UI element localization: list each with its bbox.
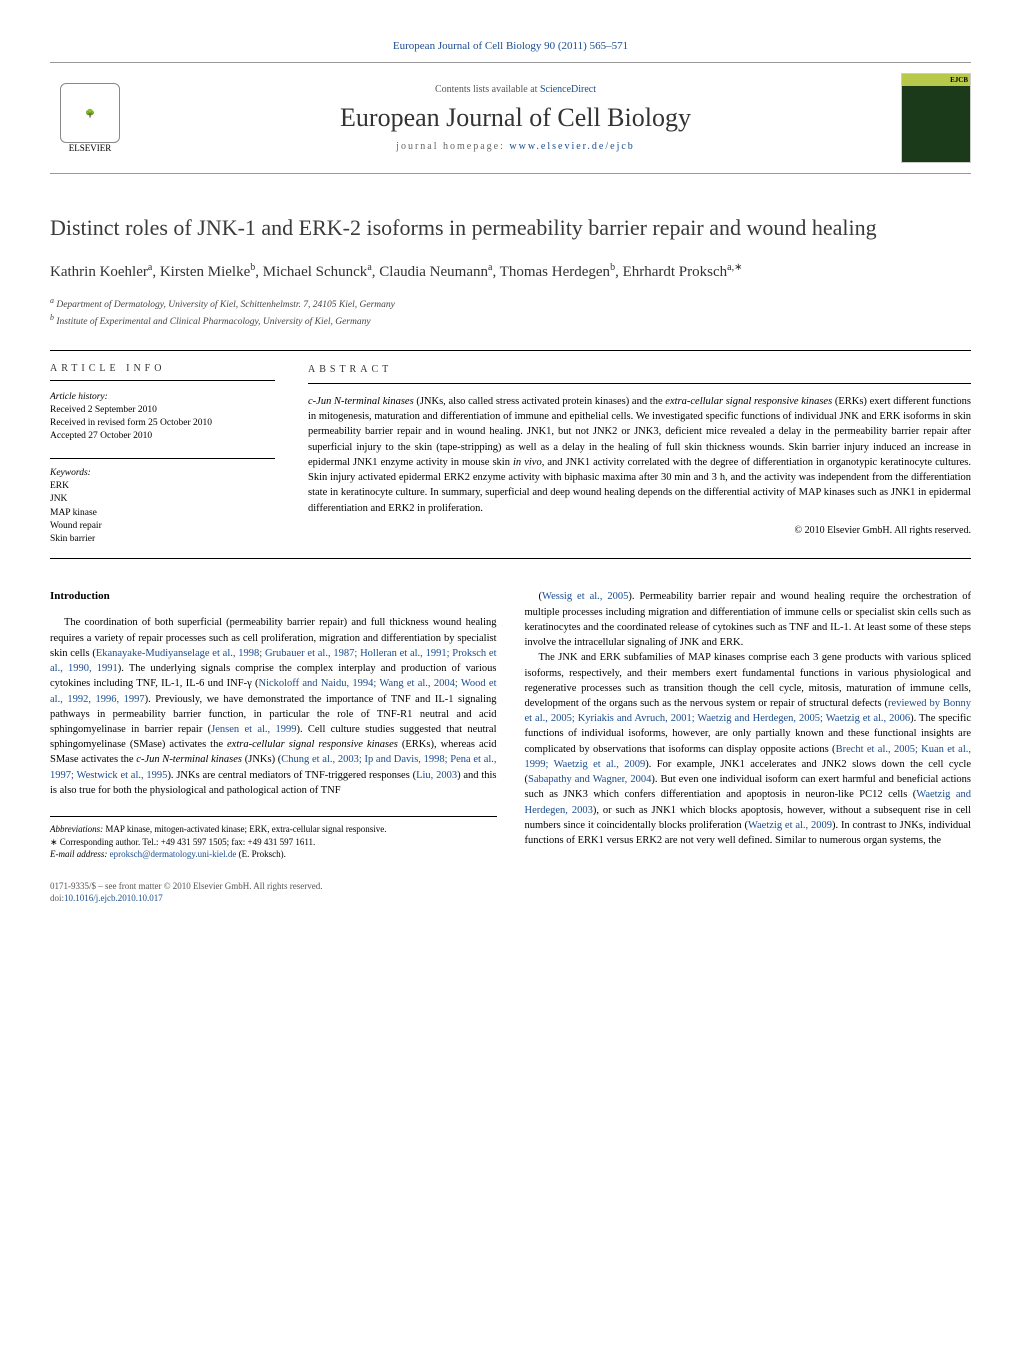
history-label: Article history: (50, 391, 275, 404)
citation-link[interactable]: Waetzig and Herdegen, 2003 (525, 789, 972, 815)
citation-link[interactable]: Brecht et al., 2005; Kuan et al., 1999; … (525, 744, 972, 770)
sciencedirect-link[interactable]: ScienceDirect (540, 84, 596, 95)
history-revised: Received in revised form 25 October 2010 (50, 417, 275, 430)
introduction-heading: Introduction (50, 589, 497, 605)
journal-cover-thumbnail: EJCB (901, 73, 971, 163)
column-left: Introduction The coordination of both su… (50, 589, 497, 904)
header-center: Contents lists available at ScienceDirec… (130, 84, 901, 152)
keywords-block: Keywords: ERK JNK MAP kinase Wound repai… (50, 458, 275, 547)
history-accepted: Accepted 27 October 2010 (50, 430, 275, 443)
doi-link[interactable]: 10.1016/j.ejcb.2010.10.017 (64, 893, 163, 903)
abstract-text: c-Jun N-terminal kinases (JNKs, also cal… (308, 394, 971, 516)
elsevier-label: ELSEVIER (69, 143, 112, 153)
cover-label: EJCB (902, 74, 970, 86)
affiliations: a Department of Dermatology, University … (50, 295, 971, 330)
journal-title: European Journal of Cell Biology (130, 103, 901, 133)
email-link[interactable]: eproksch@dermatology.uni-kiel.de (110, 849, 237, 859)
corr-text: Tel.: +49 431 597 1505; fax: +49 431 597… (142, 837, 315, 847)
email-label: E-mail address: (50, 849, 110, 859)
affiliation-b: b Institute of Experimental and Clinical… (50, 312, 971, 329)
body-paragraph: The coordination of both superficial (pe… (50, 615, 497, 798)
elsevier-tree-icon: 🌳 (60, 83, 120, 143)
keyword: Skin barrier (50, 533, 275, 546)
citation-link[interactable]: Sabapathy and Wagner, 2004 (528, 774, 651, 785)
body-paragraph: The JNK and ERK subfamilies of MAP kinas… (525, 650, 972, 848)
keyword: ERK (50, 480, 275, 493)
citation-link[interactable]: reviewed by Bonny et al., 2005; Kyriakis… (525, 698, 972, 724)
doi-label: doi: (50, 893, 64, 903)
history-received: Received 2 September 2010 (50, 404, 275, 417)
article-info-panel: ARTICLE INFO Article history: Received 2… (50, 351, 290, 559)
publication-footer: 0171-9335/$ – see front matter © 2010 El… (50, 881, 497, 904)
article-info-heading: ARTICLE INFO (50, 363, 275, 381)
abstract-panel: ABSTRACT c-Jun N-terminal kinases (JNKs,… (290, 351, 971, 559)
abbrev-text: MAP kinase, mitogen-activated kinase; ER… (103, 824, 386, 834)
contents-prefix: Contents lists available at (435, 84, 540, 95)
article-history: Article history: Received 2 September 20… (50, 391, 275, 444)
keywords-label: Keywords: (50, 467, 275, 480)
citation-link[interactable]: Wessig et al., 2005 (542, 591, 628, 602)
homepage-prefix: journal homepage: (396, 141, 509, 152)
info-abstract-row: ARTICLE INFO Article history: Received 2… (50, 350, 971, 560)
body-columns: Introduction The coordination of both su… (50, 589, 971, 904)
footnotes: Abbreviations: MAP kinase, mitogen-activ… (50, 816, 497, 861)
citation-link[interactable]: Nickoloff and Naidu, 1994; Wang et al., … (50, 678, 497, 704)
citation-link[interactable]: Liu, 2003 (416, 770, 457, 781)
homepage-link[interactable]: www.elsevier.de/ejcb (509, 141, 634, 152)
author-list: Kathrin Koehlera, Kirsten Mielkeb, Micha… (50, 261, 971, 283)
column-right: (Wessig et al., 2005). Permeability barr… (525, 589, 972, 904)
elsevier-logo: 🌳 ELSEVIER (50, 73, 130, 163)
citation-link[interactable]: Ekanayake-Mudiyanselage et al., 1998; Gr… (50, 648, 496, 674)
journal-header: 🌳 ELSEVIER Contents lists available at S… (50, 62, 971, 174)
email-footnote: E-mail address: eproksch@dermatology.uni… (50, 848, 497, 861)
corresponding-footnote: ∗ Corresponding author. Tel.: +49 431 59… (50, 836, 497, 849)
abstract-heading: ABSTRACT (308, 363, 971, 385)
body-paragraph: (Wessig et al., 2005). Permeability barr… (525, 589, 972, 650)
keyword: JNK (50, 493, 275, 506)
abbrev-label: Abbreviations: (50, 824, 103, 834)
citation-link[interactable]: Jensen et al., 1999 (211, 724, 296, 735)
article-title: Distinct roles of JNK-1 and ERK-2 isofor… (50, 214, 971, 243)
contents-line: Contents lists available at ScienceDirec… (130, 84, 901, 95)
affiliation-a: a Department of Dermatology, University … (50, 295, 971, 312)
issn-line: 0171-9335/$ – see front matter © 2010 El… (50, 881, 497, 893)
abbreviations-footnote: Abbreviations: MAP kinase, mitogen-activ… (50, 823, 497, 836)
keyword: Wound repair (50, 520, 275, 533)
journal-reference: European Journal of Cell Biology 90 (201… (50, 40, 971, 52)
keyword: MAP kinase (50, 507, 275, 520)
email-suffix: (E. Proksch). (236, 849, 286, 859)
doi-line: doi:10.1016/j.ejcb.2010.10.017 (50, 893, 497, 905)
corr-label: ∗ Corresponding author. (50, 837, 142, 847)
abstract-copyright: © 2010 Elsevier GmbH. All rights reserve… (308, 524, 971, 539)
citation-link[interactable]: Waetzig et al., 2009 (748, 820, 832, 831)
homepage-line: journal homepage: www.elsevier.de/ejcb (130, 141, 901, 152)
journal-reference-link[interactable]: European Journal of Cell Biology 90 (201… (393, 40, 628, 52)
